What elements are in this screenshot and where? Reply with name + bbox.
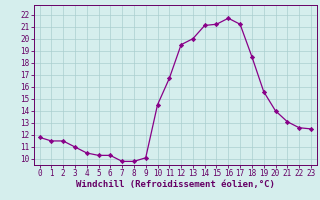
X-axis label: Windchill (Refroidissement éolien,°C): Windchill (Refroidissement éolien,°C): [76, 180, 275, 189]
